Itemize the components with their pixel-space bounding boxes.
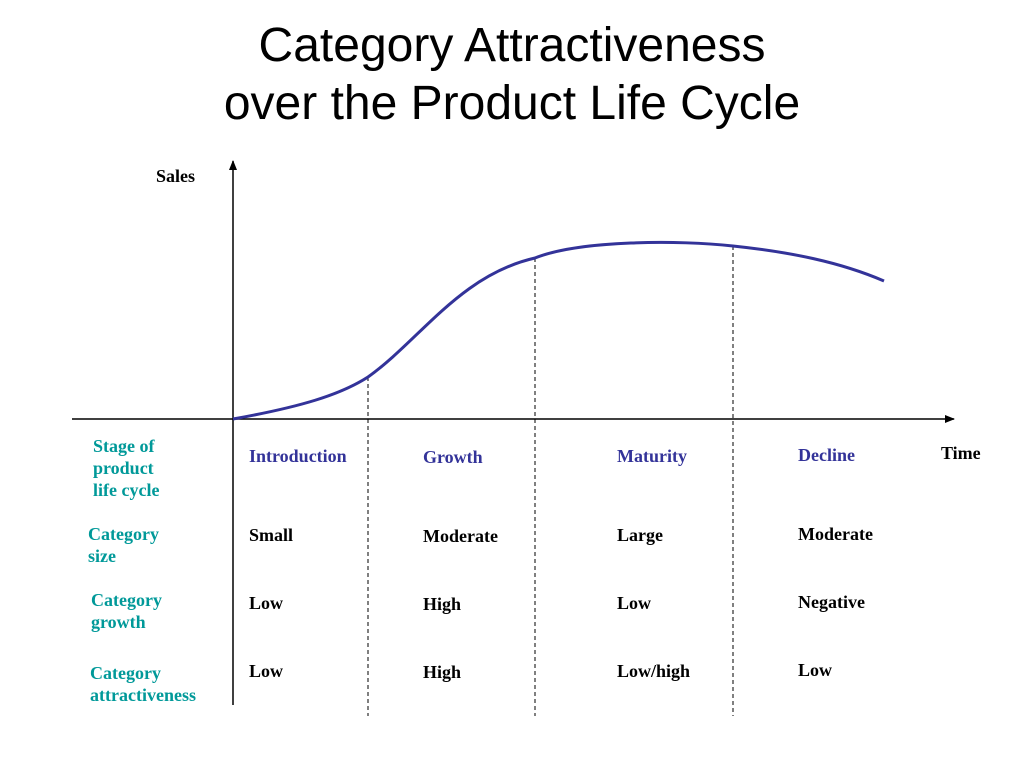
row-label-attractiveness-line-2: attractiveness	[90, 685, 196, 705]
attractiveness-growth: High	[423, 662, 462, 682]
row-label-size-line-2: size	[88, 546, 116, 566]
growth-decline: Negative	[798, 592, 865, 612]
row-label-growth-line-2: growth	[91, 612, 146, 632]
stage-growth: Growth	[423, 447, 483, 467]
row-label-stage-line-2: product	[93, 458, 154, 478]
size-introduction: Small	[249, 525, 294, 545]
row-label-size-line-1: Category	[88, 524, 159, 544]
attractiveness-introduction: Low	[249, 661, 284, 681]
row-label-stage-line-3: life cycle	[93, 480, 160, 500]
attractiveness-decline: Low	[798, 660, 833, 680]
size-decline: Moderate	[798, 524, 873, 544]
size-maturity: Large	[617, 525, 663, 545]
size-growth: Moderate	[423, 526, 498, 546]
sales-curve	[232, 240, 885, 421]
growth-growth: High	[423, 594, 462, 614]
y-axis-label: Sales	[156, 166, 196, 186]
x-axis-label: Time	[941, 443, 981, 463]
row-label-attractiveness-line-1: Category	[90, 663, 161, 683]
stage-maturity: Maturity	[617, 446, 687, 466]
title-line-1: Category Attractiveness	[258, 19, 766, 72]
stage-decline: Decline	[798, 445, 855, 465]
title-line-2: over the Product Life Cycle	[223, 77, 801, 130]
growth-maturity: Low	[617, 593, 652, 613]
stage-introduction: Introduction	[249, 446, 347, 466]
attractiveness-maturity: Low/high	[617, 661, 691, 681]
row-label-growth-line-1: Category	[91, 590, 162, 610]
row-label-stage-line-1: Stage of	[93, 436, 155, 456]
growth-introduction: Low	[249, 593, 284, 613]
